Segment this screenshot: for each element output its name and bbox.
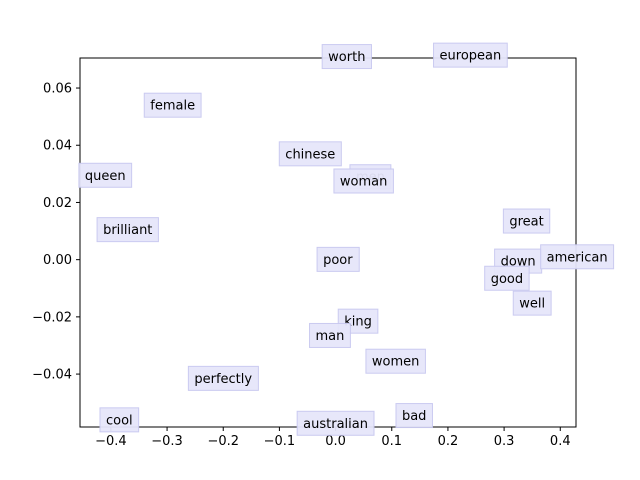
word-label: poor	[316, 246, 360, 272]
word-label-text: women	[372, 355, 420, 370]
x-tick-label: −0.2	[207, 434, 239, 449]
word-label-box	[99, 407, 140, 433]
word-label-box	[296, 410, 375, 436]
word-label-text: american	[547, 250, 608, 265]
word-label-box	[187, 365, 259, 391]
plot-area	[79, 57, 577, 428]
word-label: cool	[99, 407, 140, 433]
word-label-text: brilliant	[103, 223, 152, 238]
word-label-text: queen	[85, 169, 126, 184]
word-label-box	[96, 217, 159, 243]
word-label-text: great	[509, 215, 543, 230]
word-label-text: worth	[328, 50, 365, 65]
word-label-text: european	[440, 49, 502, 64]
x-tick-label: −0.1	[264, 434, 296, 449]
word-label-box	[316, 246, 360, 272]
x-tick-label: 0.3	[494, 434, 515, 449]
y-tick-label: 0.00	[43, 253, 72, 268]
y-tick-label: 0.02	[43, 196, 72, 211]
word-label: american	[540, 244, 615, 270]
word-label-text: king	[344, 315, 372, 330]
word-label-box	[333, 168, 394, 194]
word-label-text: perfectly	[194, 372, 252, 387]
x-tick-label: −0.4	[95, 434, 127, 449]
word-label-box	[321, 44, 372, 70]
word-label-text: man	[316, 329, 345, 344]
word-label: worth	[321, 44, 372, 70]
x-tick-label: 0.2	[438, 434, 459, 449]
word-label: australian	[296, 410, 375, 436]
word-label-box	[540, 244, 615, 270]
word-label-box	[502, 208, 551, 234]
word-label-box	[395, 403, 433, 429]
x-axis: −0.4 −0.3 −0.2 −0.1 0.0 0.1 0.2 0.3 0.4	[95, 427, 571, 449]
word-label: good	[484, 265, 530, 291]
word-label: woman	[333, 168, 394, 194]
word-label-box	[512, 290, 552, 316]
word-label-text: woman	[340, 175, 387, 190]
word-label-text: poor	[323, 253, 353, 268]
x-tick-label: 0.4	[550, 434, 571, 449]
word-label: female	[143, 92, 202, 118]
x-tick-label: 0.0	[325, 434, 346, 449]
word-label-text: well	[519, 297, 545, 312]
word-label-box	[278, 141, 342, 167]
word-label-text: australian	[303, 417, 368, 432]
word-label: queen	[78, 162, 133, 188]
y-tick-label: −0.02	[32, 310, 72, 325]
word-label-text: cool	[106, 413, 133, 428]
word-label-box	[484, 265, 530, 291]
word-label: european	[433, 42, 508, 68]
word-label: chinese	[278, 141, 342, 167]
word-label-box	[433, 42, 508, 68]
word-label: man	[309, 322, 351, 348]
y-tick-label: 0.06	[43, 82, 72, 97]
word-label-box	[143, 92, 202, 118]
word-label: great	[502, 208, 551, 234]
axes-frame	[79, 57, 577, 428]
word-label-text: good	[491, 272, 523, 287]
word-labels: wortheuropeanfemalechinesemenwomanqueenb…	[78, 42, 615, 436]
word-label: bad	[395, 403, 433, 429]
word-label: women	[365, 348, 426, 374]
word-label-box	[78, 162, 133, 188]
x-tick-label: −0.3	[151, 434, 183, 449]
word-label: brilliant	[96, 217, 159, 243]
word-label-text: chinese	[285, 147, 335, 162]
y-tick-label: 0.04	[43, 139, 72, 154]
word-label-text: bad	[402, 409, 426, 424]
y-axis: −0.04 −0.02 0.00 0.02 0.04 0.06	[32, 82, 80, 383]
y-tick-label: −0.04	[32, 368, 72, 383]
word-label-text: female	[150, 99, 195, 114]
word-label: well	[512, 290, 552, 316]
x-tick-label: 0.1	[381, 434, 402, 449]
word-label-box	[309, 322, 351, 348]
word-label: perfectly	[187, 365, 259, 391]
word-label-box	[365, 348, 426, 374]
